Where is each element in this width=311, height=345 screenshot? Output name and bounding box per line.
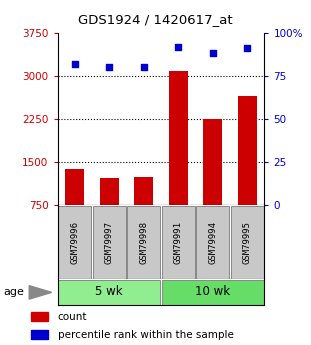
Point (141, 65, 146, 70)
Point (72, 61, 77, 67)
Text: GSM79997: GSM79997 (105, 221, 114, 264)
Bar (238, 96, 257, 205)
Point (176, 44, 181, 49)
Point (210, 51, 215, 56)
Text: 10 wk: 10 wk (195, 285, 230, 298)
Bar (162, 280, 264, 305)
Bar (31, 313, 48, 321)
Text: GSM79995: GSM79995 (243, 221, 252, 264)
Point (245, 46, 250, 51)
Bar (196, 206, 229, 279)
Bar (93, 206, 126, 279)
Text: 5 wk: 5 wk (95, 285, 123, 298)
Bar (127, 206, 160, 279)
Text: GSM79996: GSM79996 (70, 221, 79, 264)
Polygon shape (29, 286, 52, 299)
Bar (203, 119, 222, 205)
Bar (230, 206, 264, 279)
Bar (65, 169, 84, 205)
Bar (162, 206, 195, 279)
Text: GSM79994: GSM79994 (208, 221, 217, 264)
Text: age: age (3, 287, 24, 297)
Bar (31, 330, 48, 339)
Point (107, 65, 112, 70)
Bar (134, 177, 153, 205)
Text: GDS1924 / 1420617_at: GDS1924 / 1420617_at (78, 13, 233, 26)
Text: count: count (58, 312, 87, 322)
Text: percentile rank within the sample: percentile rank within the sample (58, 330, 234, 340)
Text: GSM79998: GSM79998 (139, 221, 148, 264)
Bar (100, 178, 119, 205)
Bar (169, 71, 188, 205)
Bar (58, 206, 91, 279)
Bar (58, 280, 160, 305)
Text: GSM79991: GSM79991 (174, 221, 183, 264)
